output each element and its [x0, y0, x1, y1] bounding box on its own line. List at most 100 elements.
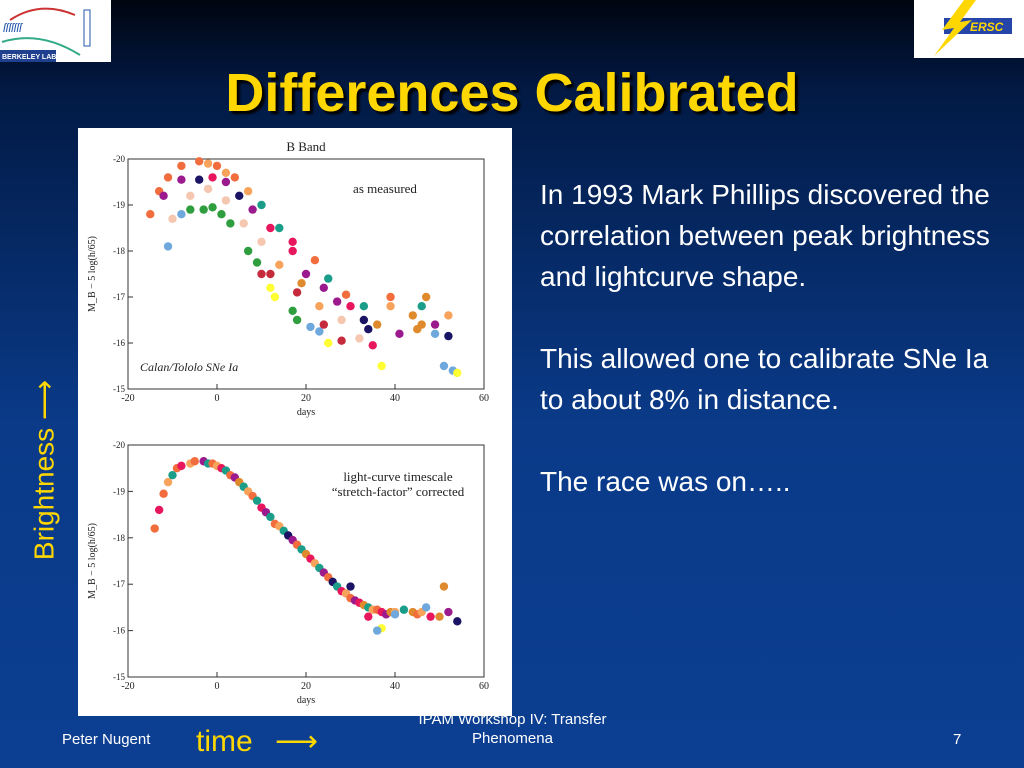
data-point — [386, 292, 395, 302]
data-point — [453, 617, 462, 626]
data-point — [150, 524, 159, 533]
x-tick-label: -20 — [121, 681, 134, 692]
data-point — [177, 461, 186, 471]
panel-1: -20 0 20 40 60 -20 -19 -18 -17 -16 -15 days M_B − 5 … — [87, 139, 489, 418]
x-axis-label: days — [297, 407, 315, 418]
x-axis-label: days — [297, 695, 315, 706]
data-point — [306, 322, 315, 332]
data-point — [221, 196, 231, 205]
data-point — [315, 327, 324, 336]
y-axis-label: M_B − 5 log(h/65) — [87, 236, 98, 312]
footer-author: Peter Nugent — [62, 731, 151, 748]
data-point — [270, 292, 280, 302]
data-point — [257, 200, 266, 210]
berkeley-lab-logo-graphic: ſſſſſſſ BERKELEY LAB — [0, 7, 91, 62]
data-point — [177, 175, 186, 184]
nersc-logo-graphic: ERSC — [934, 0, 1012, 56]
x-tick-label: 20 — [301, 681, 311, 692]
data-point — [159, 489, 168, 498]
slide-body: In 1993 Mark Phillips discovered the cor… — [540, 174, 1010, 543]
data-point — [226, 219, 235, 228]
data-point — [373, 626, 382, 635]
data-point — [163, 477, 173, 487]
paragraph-calibrate: This allowed one to calibrate SNe Ia to … — [540, 343, 989, 415]
data-point — [163, 242, 173, 251]
data-point — [243, 246, 253, 256]
data-point — [341, 290, 351, 299]
data-point — [359, 302, 369, 311]
data-point — [235, 191, 244, 200]
data-point — [239, 219, 248, 228]
data-point — [324, 338, 333, 348]
svg-text:BERKELEY LAB: BERKELEY LAB — [2, 54, 56, 61]
data-point — [430, 320, 440, 329]
data-point — [195, 157, 204, 166]
data-point — [417, 302, 426, 311]
data-point — [243, 187, 253, 196]
time-label: time — [196, 725, 253, 758]
data-point — [203, 184, 213, 194]
data-point — [399, 605, 409, 614]
data-point — [346, 582, 355, 591]
data-point — [177, 161, 186, 171]
data-point — [208, 173, 217, 182]
data-point — [377, 361, 386, 371]
y-tick-label: -19 — [113, 200, 125, 210]
svg-text:ſſſſſſſ: ſſſſſſſ — [3, 21, 24, 35]
data-point — [195, 175, 204, 184]
x-tick-label: -20 — [121, 393, 134, 404]
slide-title: Differences Calibrated — [225, 63, 799, 123]
data-point — [337, 315, 346, 325]
data-point — [426, 612, 435, 621]
data-point — [266, 283, 275, 292]
light-curve-figure: -20 0 20 40 60 -20 -19 -18 -17 -16 -15 days M_B − 5 … — [78, 128, 512, 716]
data-point — [221, 177, 231, 187]
nersc-logo: ERSC — [914, 0, 1024, 58]
data-point — [319, 283, 328, 292]
y-tick-label: -15 — [113, 384, 125, 394]
y-tick-label: -17 — [113, 579, 125, 589]
svg-text:ERSC: ERSC — [970, 20, 1004, 34]
data-point — [177, 210, 186, 219]
data-point — [212, 161, 222, 171]
data-point — [337, 336, 346, 345]
data-point — [364, 612, 373, 621]
light-curve-plots: -20 0 20 40 60 -20 -19 -18 -17 -16 -15 days M_B − 5 … — [87, 139, 489, 706]
x-tick-label: 40 — [390, 393, 400, 404]
data-point — [208, 203, 217, 212]
data-point — [359, 315, 369, 325]
data-point — [266, 223, 275, 233]
paragraph-race: The race was on….. — [540, 466, 791, 497]
berkeley-lab-logo: ſſſſſſſ BERKELEY LAB — [0, 0, 111, 62]
x-tick-label: 0 — [215, 681, 220, 692]
data-point — [444, 331, 453, 341]
data-point — [421, 292, 431, 302]
chart-annotation: as measured — [353, 181, 417, 196]
chart-sublabel: Calan/Tololo SNe Ia — [140, 360, 238, 374]
data-point — [332, 297, 342, 306]
data-point — [252, 496, 262, 505]
x-tick-label: 60 — [479, 681, 489, 692]
data-point — [288, 246, 297, 256]
data-point — [439, 361, 449, 371]
chart-title: B Band — [286, 139, 326, 154]
data-point — [310, 256, 320, 265]
time-arrow-label: time ⟶ — [196, 724, 318, 759]
data-point — [444, 607, 453, 617]
data-point — [257, 237, 266, 246]
data-point — [315, 302, 324, 311]
data-point — [346, 302, 355, 311]
data-point — [275, 223, 284, 233]
arrow-right-icon: ⟶ — [28, 379, 60, 421]
data-point — [373, 320, 382, 329]
y-tick-label: -16 — [113, 626, 125, 636]
data-point — [230, 173, 239, 182]
chart-annotation: light-curve timescale — [343, 469, 453, 484]
y-tick-label: -18 — [113, 533, 125, 543]
data-point — [266, 512, 275, 522]
data-point — [386, 302, 395, 311]
data-point — [355, 334, 364, 343]
y-tick-label: -20 — [113, 154, 125, 164]
chart-annotation: “stretch-factor” corrected — [332, 484, 465, 499]
data-point — [163, 173, 173, 182]
